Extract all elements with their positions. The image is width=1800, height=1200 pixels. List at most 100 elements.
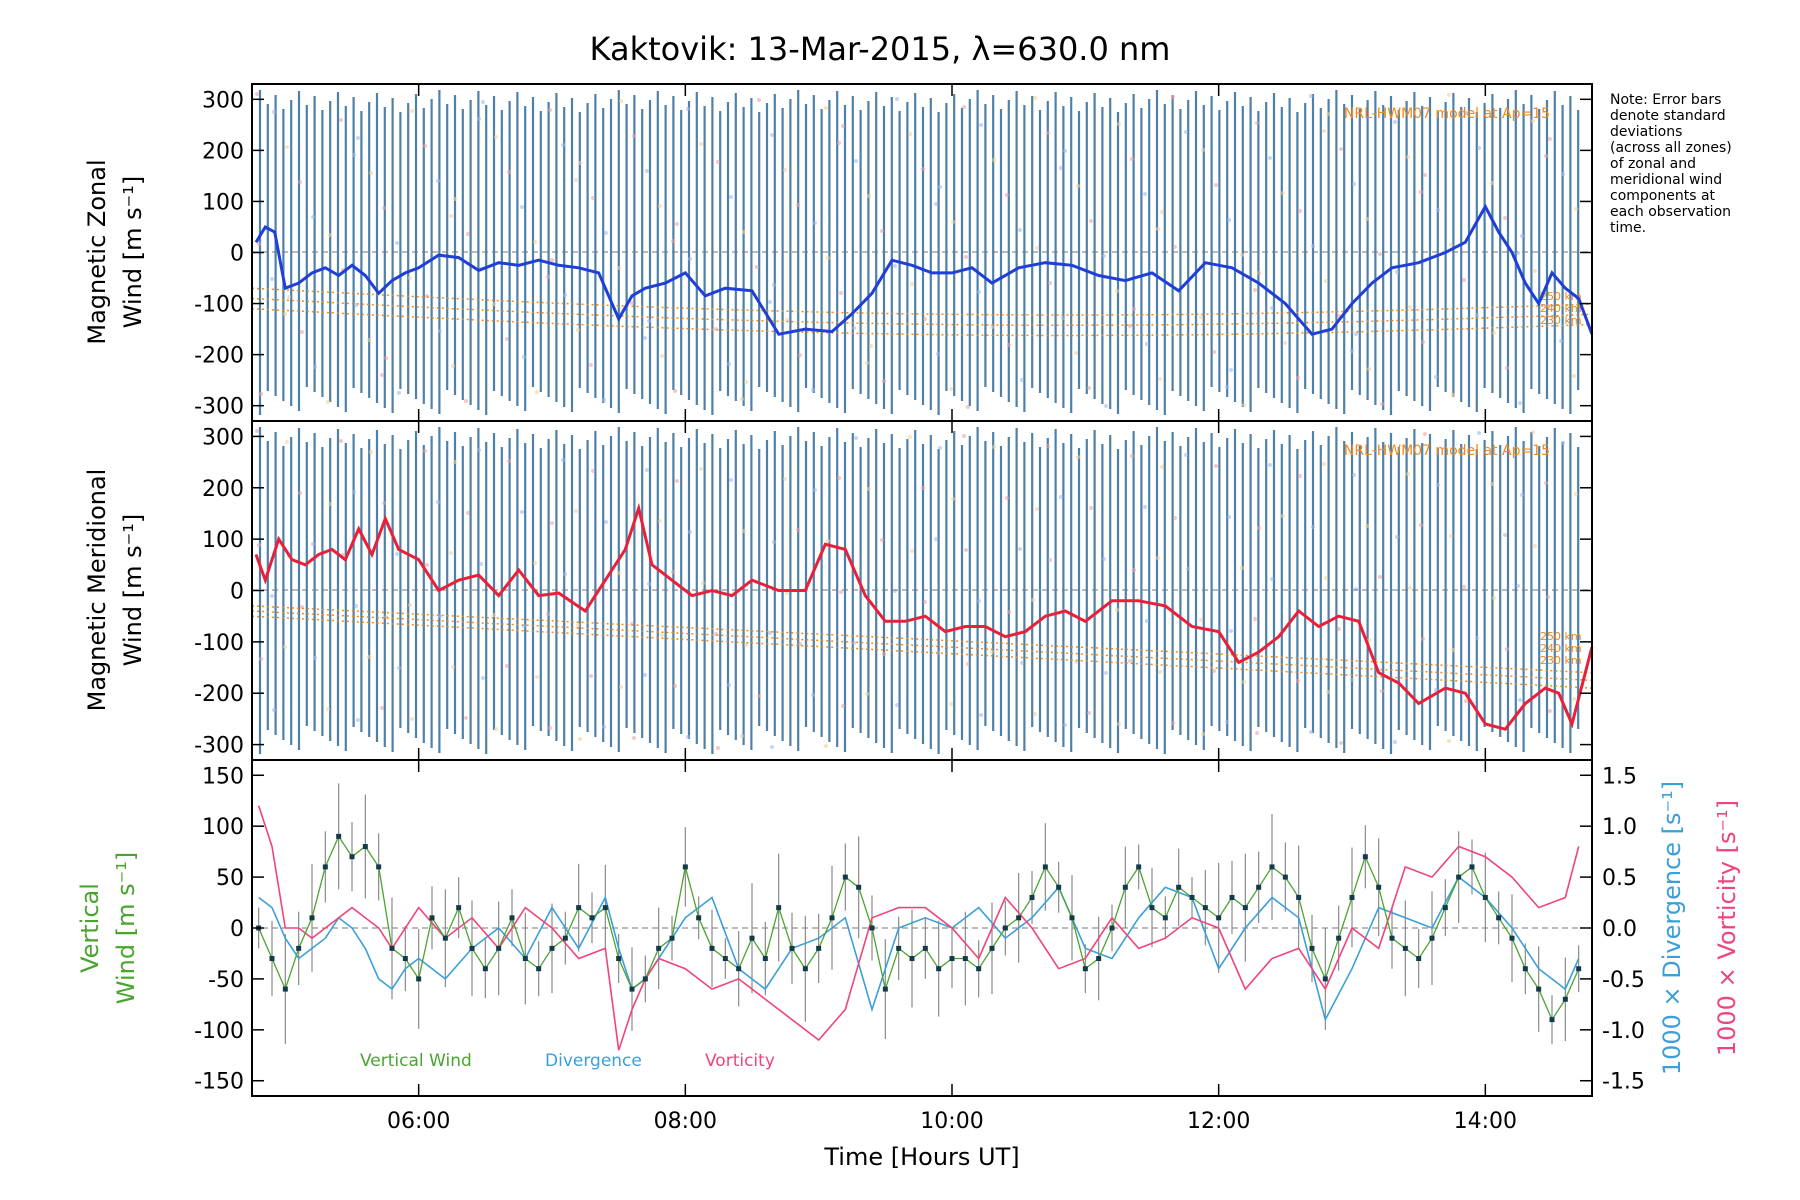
zone-point xyxy=(533,240,537,244)
zone-point xyxy=(783,168,787,172)
vertical-wind-point xyxy=(976,966,982,972)
zone-point xyxy=(259,657,263,661)
zone-point xyxy=(1423,173,1427,177)
zone-point xyxy=(1561,441,1565,445)
zone-point xyxy=(951,497,955,501)
zone-point xyxy=(520,205,524,209)
zone-point xyxy=(1296,679,1300,683)
zone-point xyxy=(451,665,455,669)
zone-point xyxy=(1531,430,1535,434)
vertical-wind-point xyxy=(1042,864,1048,870)
vertical-wind-point xyxy=(442,935,448,941)
zone-point xyxy=(1436,483,1440,487)
zone-point xyxy=(285,145,289,149)
zone-point xyxy=(1503,533,1507,537)
zone-point xyxy=(1048,558,1052,562)
vertical-wind-point xyxy=(1082,966,1088,972)
zone-point xyxy=(1087,386,1091,390)
zone-point xyxy=(257,543,261,547)
zone-point xyxy=(1309,730,1313,734)
zone-point xyxy=(272,110,276,114)
zone-point xyxy=(1352,473,1356,477)
vertical-wind-point xyxy=(1309,945,1315,951)
zone-point xyxy=(992,445,996,449)
zone-point xyxy=(382,206,386,210)
zone-point xyxy=(352,153,356,157)
zone-point xyxy=(688,530,692,534)
zone-point xyxy=(1339,741,1343,745)
altitude-label: 240 km xyxy=(1540,642,1582,655)
zone-point xyxy=(535,390,539,394)
vertical-wind-point xyxy=(749,935,755,941)
zone-point xyxy=(990,325,994,329)
zone-point xyxy=(675,222,679,226)
zone-point xyxy=(992,158,996,162)
zone-point xyxy=(1229,368,1233,372)
vertical-wind-point xyxy=(656,945,662,951)
vertical-wind-point xyxy=(896,945,902,951)
zone-point xyxy=(367,338,371,342)
vertical-wind-point xyxy=(1189,894,1195,900)
zone-point xyxy=(1490,181,1494,185)
zone-point xyxy=(1352,182,1356,186)
zone-point xyxy=(882,379,886,383)
vertical-wind-point xyxy=(1162,915,1168,921)
zone-point xyxy=(1212,669,1216,673)
zone-point xyxy=(1212,350,1216,354)
zone-point xyxy=(852,326,856,330)
altitude-label: 250 km xyxy=(1540,630,1582,643)
vertical-wind-point xyxy=(762,956,768,962)
zone-point xyxy=(578,161,582,165)
zone-point xyxy=(1326,690,1330,694)
zone-point xyxy=(576,623,580,627)
vertical-wind-point xyxy=(1509,935,1515,941)
vertical-wind-point xyxy=(722,956,728,962)
zone-point xyxy=(1046,444,1050,448)
zone-point xyxy=(438,614,442,618)
zone-point xyxy=(841,704,845,708)
zone-point xyxy=(300,330,304,334)
zone-point xyxy=(964,255,968,259)
zone-point xyxy=(1199,618,1203,622)
zone-point xyxy=(1421,340,1425,344)
zone-point xyxy=(1434,375,1438,379)
zone-point xyxy=(326,400,330,404)
zone-point xyxy=(1115,289,1119,293)
x-axis-label: Time [Hours UT] xyxy=(823,1143,1019,1171)
zone-point xyxy=(283,645,287,649)
vertical-wind-point xyxy=(949,956,955,962)
zone-point xyxy=(934,202,938,206)
zone-point xyxy=(339,439,343,443)
zone-point xyxy=(270,277,274,281)
zone-point xyxy=(1548,137,1552,141)
zone-point xyxy=(1477,431,1481,435)
zone-point xyxy=(1298,474,1302,478)
zone-point xyxy=(716,746,720,750)
zone-point xyxy=(1229,629,1233,633)
right-y-tick-label: 1.0 xyxy=(1602,815,1637,840)
zone-point xyxy=(522,355,526,359)
vertical-wind-point xyxy=(522,956,528,962)
meridional-ylabel: Magnetic Meridional xyxy=(83,469,111,712)
note-line: each observation xyxy=(1610,204,1731,220)
zone-point xyxy=(729,478,733,482)
vertical-wind-point xyxy=(402,956,408,962)
zone-point xyxy=(740,397,744,401)
zone-point xyxy=(604,231,608,235)
right-y-tick-label: -1.0 xyxy=(1602,1019,1645,1044)
zone-point xyxy=(546,275,550,279)
zone-point xyxy=(1268,463,1272,467)
zonal-ylabel: Magnetic Zonal xyxy=(83,159,111,344)
model-curve xyxy=(251,605,1593,674)
zone-point xyxy=(602,725,606,729)
zone-point xyxy=(1520,493,1524,497)
zone-point xyxy=(1380,689,1384,693)
zone-point xyxy=(632,134,636,138)
zone-point xyxy=(673,684,677,688)
y-tick-label: -100 xyxy=(194,1019,244,1044)
zone-point xyxy=(1393,740,1397,744)
vertical-wind-point xyxy=(1376,884,1382,890)
vertical-wind-point xyxy=(456,905,462,911)
zone-point xyxy=(1115,608,1119,612)
vertical-wind-point xyxy=(1176,884,1182,890)
